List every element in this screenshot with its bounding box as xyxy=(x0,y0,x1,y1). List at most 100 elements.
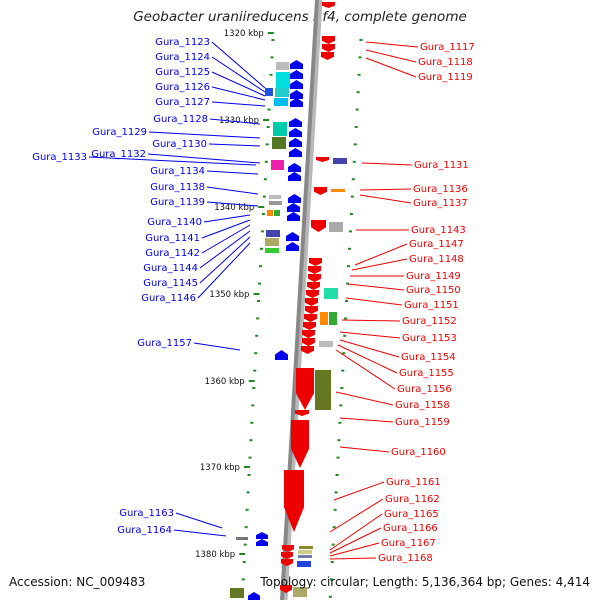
forward-gene-arrow xyxy=(280,585,292,593)
gene-label-right: Gura_1148 xyxy=(409,254,464,265)
reverse-gene-arrow xyxy=(289,128,302,137)
leader-line xyxy=(365,41,419,48)
forward-gene-arrow xyxy=(308,274,321,282)
kbp-tick-label: 1370 kbp xyxy=(200,463,240,473)
forward-gene-arrow xyxy=(281,552,293,559)
gene-label-left: Gura_1145 xyxy=(143,278,198,289)
leader-line xyxy=(365,57,417,78)
gene-label-left: Gura_1142 xyxy=(145,248,200,259)
gene-feature-box xyxy=(331,189,345,192)
gene-label-left: Gura_1132 xyxy=(91,149,146,160)
forward-gene-arrow xyxy=(304,314,317,322)
leader-line xyxy=(211,101,266,107)
reverse-gene-arrow xyxy=(286,242,299,251)
leader-line xyxy=(199,230,251,269)
leader-line xyxy=(209,118,261,125)
forward-gene-arrow xyxy=(307,282,320,290)
gene-feature-box xyxy=(297,561,311,567)
gene-label-right: Gura_1154 xyxy=(401,352,456,363)
kbp-tick-label: 1320 kbp xyxy=(224,29,264,39)
leader-line xyxy=(211,86,266,101)
tick-group: 1320 kbp 1330 kbp 1340 kbp 1350 kbp 1360 kbp… xyxy=(195,29,363,598)
gene-feature-box xyxy=(230,588,244,598)
leader-line xyxy=(361,162,413,166)
leader-line xyxy=(333,481,385,501)
leader-line xyxy=(339,446,390,453)
leader-line xyxy=(147,153,261,164)
gene-feature-box xyxy=(267,210,273,216)
gene-label-right: Gura_1149 xyxy=(406,271,461,282)
forward-gene-arrow xyxy=(282,545,294,552)
gene-label-left: Gura_1126 xyxy=(155,82,210,93)
forward-gene-arrow xyxy=(295,410,309,416)
forward-gene-arrow xyxy=(316,157,329,162)
gene-label-left: Gura_1139 xyxy=(150,197,205,208)
forward-gene-arrow xyxy=(296,368,314,410)
leader-line xyxy=(206,186,259,195)
leader-line xyxy=(337,344,398,374)
gene-feature-box xyxy=(276,62,289,70)
reverse-gene-arrow xyxy=(289,148,302,157)
leader-line xyxy=(329,513,383,551)
forward-gene-arrow xyxy=(305,306,318,314)
gene-label-left: Gura_1144 xyxy=(143,263,198,274)
forward-gene-arrow xyxy=(322,2,335,8)
gene-label-right: Gura_1165 xyxy=(384,509,439,520)
forward-gene-arrow xyxy=(302,330,315,338)
gene-label-group: Gura_1123 Gura_1124 Gura_1125 Gura_1126 Gura… xyxy=(32,37,475,564)
gene-label-right: Gura_1156 xyxy=(397,384,452,395)
gene-label-left: Gura_1129 xyxy=(92,127,147,138)
reverse-gene-arrow xyxy=(290,98,303,107)
reverse-gene-arrow xyxy=(256,532,268,539)
forward-gene-arrow xyxy=(314,187,327,195)
gene-label-right: Gura_1166 xyxy=(383,523,438,534)
gene-label-right: Gura_1151 xyxy=(404,300,459,311)
forward-gene-arrow xyxy=(301,346,314,354)
forward-gene-arrow xyxy=(311,220,326,232)
forward-gene-arrow xyxy=(322,36,335,44)
gene-feature-box xyxy=(298,555,312,558)
gene-label-right: Gura_1117 xyxy=(420,42,475,53)
gene-label-right: Gura_1161 xyxy=(386,477,441,488)
gene-label-right: Gura_1150 xyxy=(406,285,461,296)
gene-label-right: Gura_1152 xyxy=(402,316,457,327)
gene-label-left: Gura_1133 xyxy=(32,152,87,163)
leader-line xyxy=(335,349,396,390)
gene-feature-box xyxy=(298,550,312,554)
gene-feature-box xyxy=(236,537,248,540)
gene-feature-box xyxy=(275,88,289,97)
gene-label-left: Gura_1130 xyxy=(152,139,207,150)
leader-line xyxy=(335,391,394,406)
leader-line xyxy=(365,49,417,63)
gene-label-right: Gura_1137 xyxy=(413,198,468,209)
gene-feature-box xyxy=(272,137,286,149)
gene-label-left: Gura_1140 xyxy=(147,217,202,228)
gene-feature-box xyxy=(329,312,337,325)
reverse-gene-arrow xyxy=(288,163,301,172)
leader-line xyxy=(339,331,401,339)
gene-label-left: Gura_1124 xyxy=(155,52,210,63)
reverse-gene-arrow xyxy=(287,203,300,212)
forward-gene-arrow xyxy=(302,338,315,346)
leader-line xyxy=(193,342,241,351)
gene-feature-box xyxy=(271,160,284,170)
accession-text: Accession: NC_009483 xyxy=(9,575,146,589)
gene-label-right: Gura_1160 xyxy=(391,447,446,458)
leader-line xyxy=(211,41,266,89)
gene-feature-box xyxy=(265,238,279,246)
gene-feature-box xyxy=(319,341,333,347)
gene-label-left: Gura_1128 xyxy=(153,114,208,125)
genome-summary-text: Topology: circular; Length: 5,136,364 bp… xyxy=(260,575,590,589)
reverse-gene-arrow xyxy=(248,592,260,600)
gene-feature-box xyxy=(265,248,279,253)
reverse-gene-arrow xyxy=(287,212,300,221)
forward-gene-arrow xyxy=(305,298,318,306)
gene-label-left: Gura_1146 xyxy=(141,293,196,304)
gene-label-right: Gura_1158 xyxy=(395,400,450,411)
reverse-gene-arrow xyxy=(256,539,268,546)
gene-label-right: Gura_1131 xyxy=(414,160,469,171)
gene-feature-box xyxy=(266,230,280,237)
gene-label-left: Gura_1164 xyxy=(117,525,172,536)
